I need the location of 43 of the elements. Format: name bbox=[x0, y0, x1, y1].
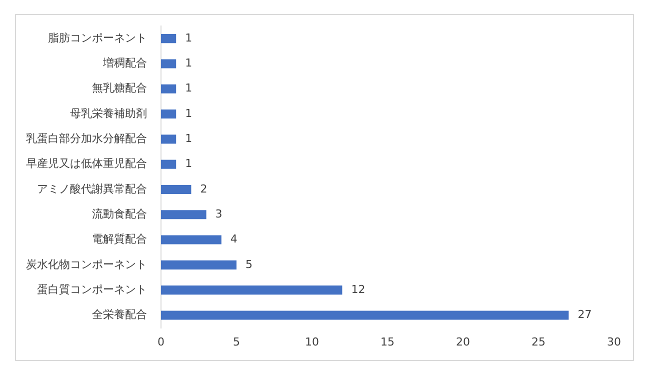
bar bbox=[161, 286, 342, 295]
y-tick-label: 蛋白質コンポーネント bbox=[37, 282, 147, 296]
bar bbox=[161, 235, 222, 244]
data-label: 1 bbox=[185, 106, 192, 120]
y-tick-label: 乳蛋白部分加水分解配合 bbox=[26, 132, 147, 146]
bar bbox=[161, 59, 176, 68]
bar bbox=[161, 210, 206, 220]
bar bbox=[161, 184, 192, 194]
y-tick-label: 早産児又は低体重児配合 bbox=[26, 157, 147, 170]
y-tick-label: 流動食配合 bbox=[92, 207, 147, 220]
bar bbox=[161, 310, 569, 320]
x-tick-label: 15 bbox=[380, 335, 394, 348]
x-tick-label: 5 bbox=[233, 335, 240, 348]
bar bbox=[161, 84, 176, 94]
y-tick-label: 電解質配合 bbox=[92, 232, 147, 246]
y-tick-label: 全栄養配合 bbox=[92, 308, 147, 322]
y-tick-label: 炭水化物コンポーネント bbox=[26, 258, 147, 271]
data-label: 12 bbox=[351, 282, 366, 296]
data-label: 1 bbox=[185, 132, 192, 146]
bar bbox=[161, 160, 176, 169]
y-tick-label: 増稠配合 bbox=[102, 56, 147, 70]
y-tick-label: 脂肪コンポーネント bbox=[48, 31, 147, 44]
bar bbox=[161, 260, 236, 270]
data-label: 5 bbox=[246, 258, 252, 271]
y-tick-label: アミノ酸代謝異常配合 bbox=[37, 182, 147, 196]
data-label: 1 bbox=[185, 31, 192, 44]
data-label: 3 bbox=[215, 207, 222, 220]
x-tick-label: 10 bbox=[305, 335, 319, 348]
bar bbox=[161, 34, 176, 44]
data-label: 1 bbox=[185, 82, 192, 95]
y-tick-label: 母乳栄養補助剤 bbox=[70, 106, 147, 120]
x-tick-label: 0 bbox=[158, 335, 164, 348]
data-label: 1 bbox=[185, 157, 192, 170]
data-label: 2 bbox=[200, 182, 208, 196]
y-tick-label: 無乳糖配合 bbox=[92, 82, 147, 95]
x-tick-label: 30 bbox=[607, 335, 621, 348]
x-tick-label: 25 bbox=[532, 335, 546, 348]
bar bbox=[161, 134, 176, 144]
data-label: 27 bbox=[578, 308, 592, 322]
data-label: 1 bbox=[185, 56, 192, 70]
bar bbox=[161, 110, 176, 119]
data-label: 4 bbox=[230, 232, 238, 246]
x-tick-label: 20 bbox=[456, 335, 470, 348]
